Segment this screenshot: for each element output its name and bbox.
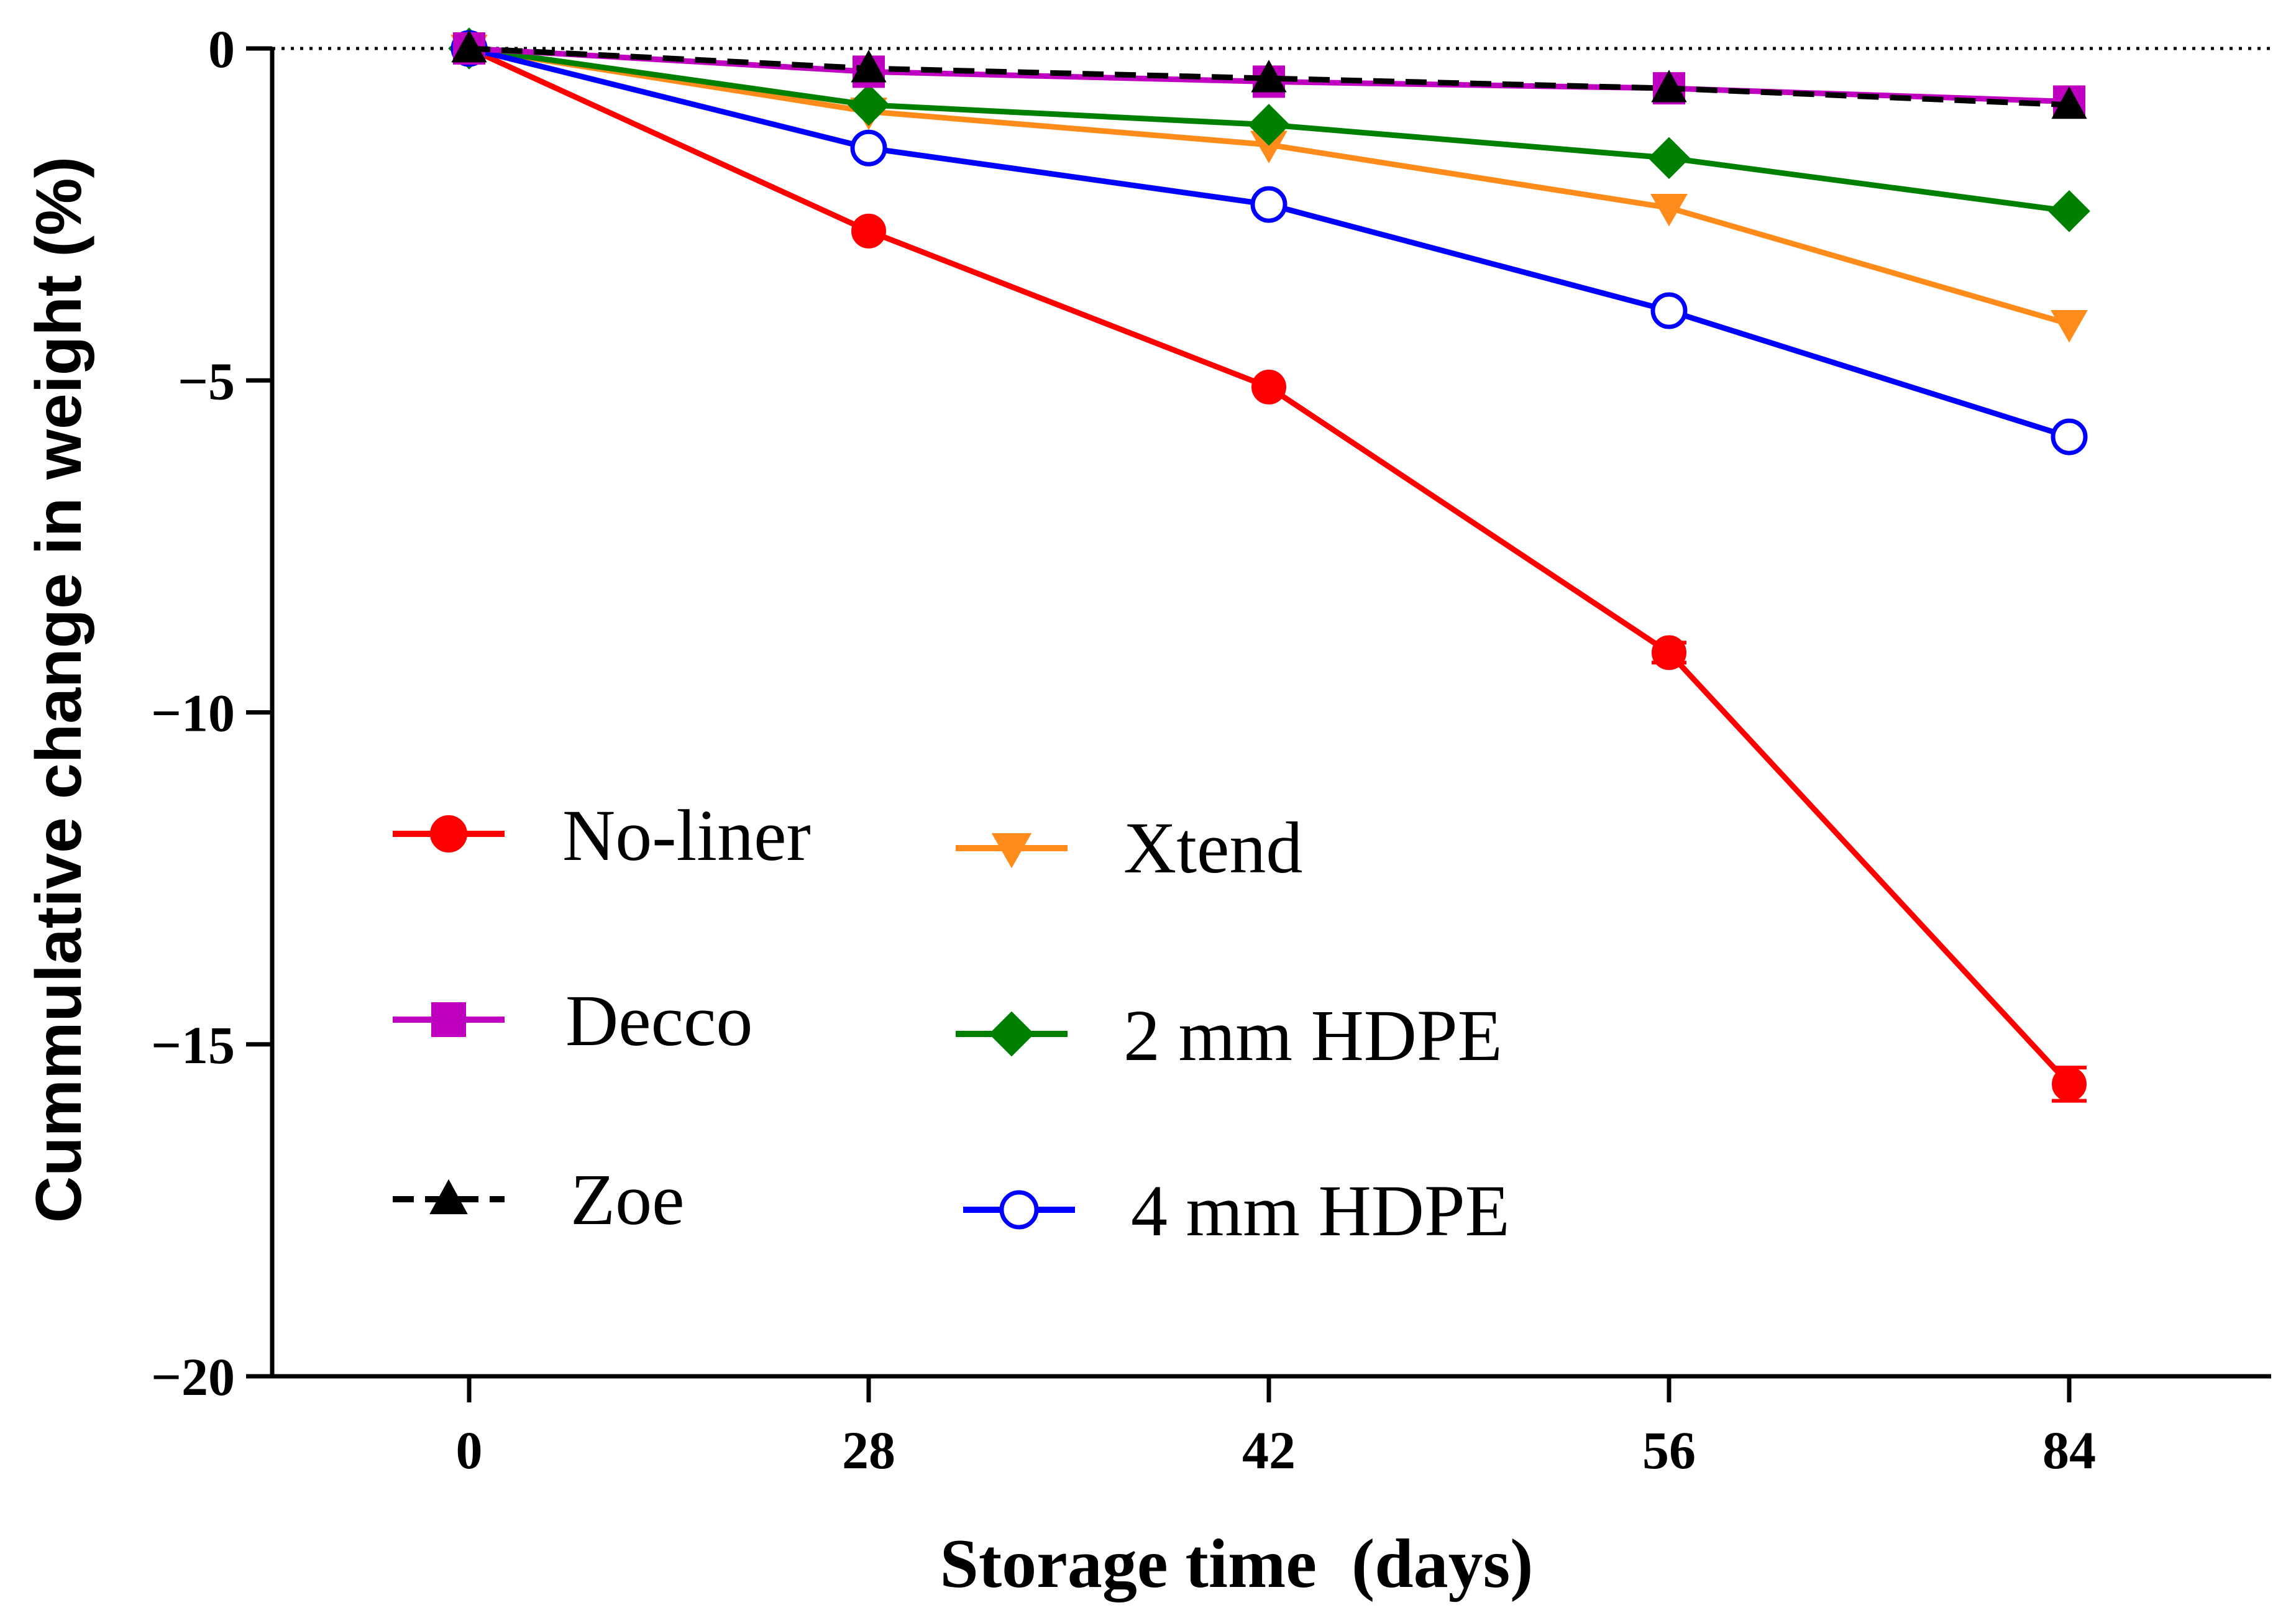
data-point-4-mm-hdpe (1650, 292, 1688, 329)
legend-entry-4-mm-hdpe: 4 mm HDPE (963, 1170, 1510, 1251)
data-point-4-mm-hdpe (1250, 186, 1287, 223)
data-point-zoe (2051, 86, 2087, 119)
data-point-no-liner (1652, 635, 1686, 670)
legend-entry-xtend: Xtend (956, 807, 1302, 889)
legend-swatch-marker (991, 833, 1032, 869)
data-point-4-mm-hdpe (850, 129, 887, 167)
axes: 0 −5 −10 −15 −20 0 28 42 56 84 (151, 19, 2271, 1480)
y-tick-label: −10 (151, 683, 235, 743)
data-point-2-mm-hdpe (1648, 137, 1690, 180)
legend-label: 2 mm HDPE (1123, 995, 1502, 1076)
legend: No-liner Decco Zoe Xtend 2 mm HDPE 4 mm HDPE (393, 795, 1510, 1251)
data-point-zoe (1251, 60, 1287, 93)
data-point-zoe (451, 30, 487, 63)
series-line-zoe (469, 45, 2070, 108)
legend-label: Decco (565, 980, 752, 1061)
x-tick-label: 0 (456, 1420, 483, 1480)
legend-swatch-marker (989, 1011, 1035, 1057)
legend-label: No-liner (562, 795, 811, 876)
legend-entry-no-liner: No-liner (393, 795, 811, 876)
legend-label: Zoe (570, 1159, 684, 1240)
data-point-2-mm-hdpe (2048, 190, 2090, 232)
legend-entry-2-mm-hdpe: 2 mm HDPE (956, 995, 1502, 1076)
y-tick-label: −20 (151, 1347, 235, 1407)
series-zoe (451, 30, 2087, 119)
data-point-4-mm-hdpe (2051, 418, 2088, 455)
legend-label: Xtend (1123, 807, 1302, 889)
data-point-2-mm-hdpe (848, 84, 890, 126)
x-tick-label: 42 (1242, 1420, 1296, 1480)
series-2-mm-hdpe (448, 27, 2090, 232)
data-point-xtend (1650, 194, 1688, 227)
x-tick-label: 84 (2042, 1420, 2096, 1480)
x-tick-label: 28 (842, 1420, 895, 1480)
legend-label: 4 mm HDPE (1131, 1170, 1510, 1251)
x-axis-title: Storage time (days) (940, 1525, 1534, 1602)
legend-entry-zoe: Zoe (393, 1159, 684, 1240)
data-point-no-liner (2052, 1066, 2087, 1102)
y-axis-title: Cummulative change in weight (%) (23, 157, 95, 1223)
legend-swatch-marker (429, 1179, 468, 1215)
legend-swatch-marker (430, 815, 467, 852)
series-layer (448, 27, 2090, 1103)
data-point-no-liner (1251, 369, 1286, 404)
data-point-zoe (1651, 70, 1687, 103)
y-tick-label: −15 (151, 1015, 235, 1075)
data-point-zoe (851, 50, 887, 83)
legend-swatch-marker (431, 1002, 466, 1037)
legend-entry-decco: Decco (393, 980, 752, 1061)
data-point-xtend (1250, 130, 1287, 163)
y-tick-label: 0 (208, 19, 235, 79)
x-tick-label: 56 (1642, 1420, 1696, 1480)
data-point-2-mm-hdpe (1248, 104, 1290, 146)
data-point-no-liner (851, 213, 886, 249)
legend-swatch-marker (999, 1190, 1039, 1230)
y-tick-label: −5 (178, 351, 235, 411)
data-point-xtend (2051, 310, 2088, 343)
